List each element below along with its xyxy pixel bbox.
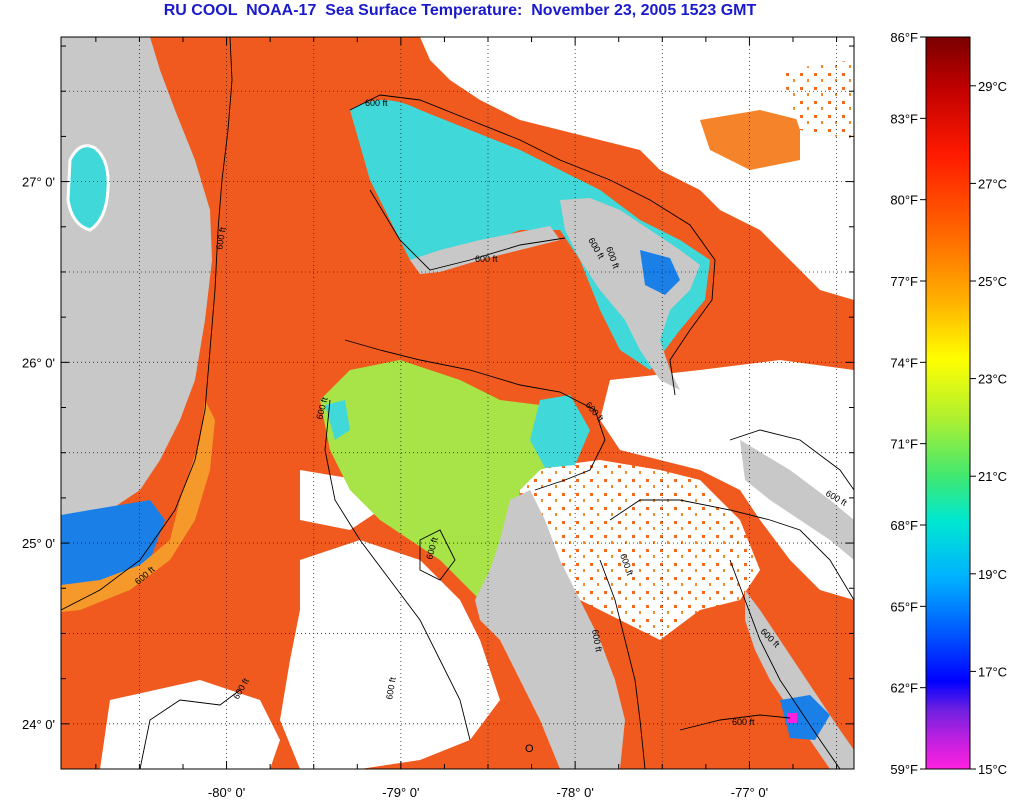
abaco-land (560, 198, 700, 390)
longitude-tick-label: -78° 0' (556, 785, 593, 800)
temperature-colorbar: 86°F 83°F 80°F 77°F 74°F 71°F 68°F 65°F 62°F 59°F… (890, 30, 1007, 777)
colorbar-fahrenheit-label: 80°F (890, 193, 918, 208)
florida-bay-cool-water (61, 500, 165, 585)
colorbar-fahrenheit-label: 71°F (890, 437, 918, 452)
bimini-cyan-water (325, 400, 350, 440)
andros-land (475, 490, 625, 769)
colorbar-celsius-label: 19°C (978, 567, 1007, 582)
colorbar-celsius-labels: 29°C 27°C 25°C 23°C 21°C 19°C 17°C 15°C (970, 79, 1007, 777)
eleuthera-land (740, 440, 854, 560)
abaco-inner-water (640, 250, 680, 295)
latitude-tick-label: 25° 0' (22, 536, 55, 551)
latitude-tick-label: 24° 0' (22, 717, 55, 732)
colorbar-gradient (925, 36, 971, 770)
colorbar-celsius-label: 25°C (978, 274, 1007, 289)
florida-shelf-water (61, 400, 215, 612)
colorbar-celsius-label: 27°C (978, 176, 1007, 191)
contour-label: 600 ft (732, 717, 755, 727)
chart-title: RU COOL NOAA-17 Sea Surface Temperature:… (163, 2, 757, 19)
contour-label: 600 ft (475, 254, 498, 264)
contour-label: 600 ft (365, 98, 388, 108)
colorbar-fahrenheit-label: 62°F (890, 681, 918, 696)
exuma-bank-land (745, 590, 854, 769)
isobath-contours (61, 37, 854, 769)
great-bahama-bank-water (320, 360, 585, 600)
colorbar-fahrenheit-label: 86°F (890, 30, 918, 45)
colorbar-celsius-label: 17°C (978, 664, 1007, 679)
colorbar-fahrenheit-label: 83°F (890, 111, 918, 126)
colorbar-fahrenheit-label: 68°F (890, 518, 918, 533)
grand-bahama-land (410, 226, 560, 274)
latitude-tick-label: 26° 0' (22, 355, 55, 370)
colorbar-fahrenheit-label: 65°F (890, 599, 918, 614)
latitude-tick-label: 27° 0' (22, 175, 55, 190)
latitude-labels: 27° 0' 26° 0' 25° 0' 24° 0' (22, 175, 55, 732)
contour-label: 600 ft (590, 629, 604, 653)
colorbar-celsius-label: 23°C (978, 372, 1007, 387)
colorbar-celsius-label: 21°C (978, 469, 1007, 484)
graticule (61, 37, 854, 769)
contour-label: 600 ft (384, 676, 398, 700)
colorbar-fahrenheit-label: 59°F (890, 762, 918, 777)
colorbar-fahrenheit-label: 74°F (890, 355, 918, 370)
longitude-tick-label: -79° 0' (382, 785, 419, 800)
map-axis-ticks (61, 37, 854, 770)
map-marker-label: O (525, 743, 534, 755)
longitude-labels: -80° 0' -79° 0' -78° 0' -77° 0' (208, 785, 768, 800)
colorbar-celsius-label: 29°C (978, 79, 1007, 94)
cloud-cover (100, 37, 854, 769)
map-frame (60, 36, 855, 770)
exuma-hot-spot (787, 713, 797, 723)
lake-okeechobee (66, 144, 110, 232)
colorbar-celsius-label: 15°C (978, 762, 1007, 777)
colorbar-fahrenheit-label: 77°F (890, 274, 918, 289)
contour-label: 600 ft (214, 226, 228, 250)
colorbar-fahrenheit-labels: 86°F 83°F 80°F 77°F 74°F 71°F 68°F 65°F 62°F 59°F (890, 30, 926, 777)
longitude-tick-label: -77° 0' (731, 785, 768, 800)
sst-map-area: 600 ft 600 ft 600 ft 600 ft 600 ft 600 f… (61, 37, 854, 769)
longitude-tick-label: -80° 0' (208, 785, 245, 800)
